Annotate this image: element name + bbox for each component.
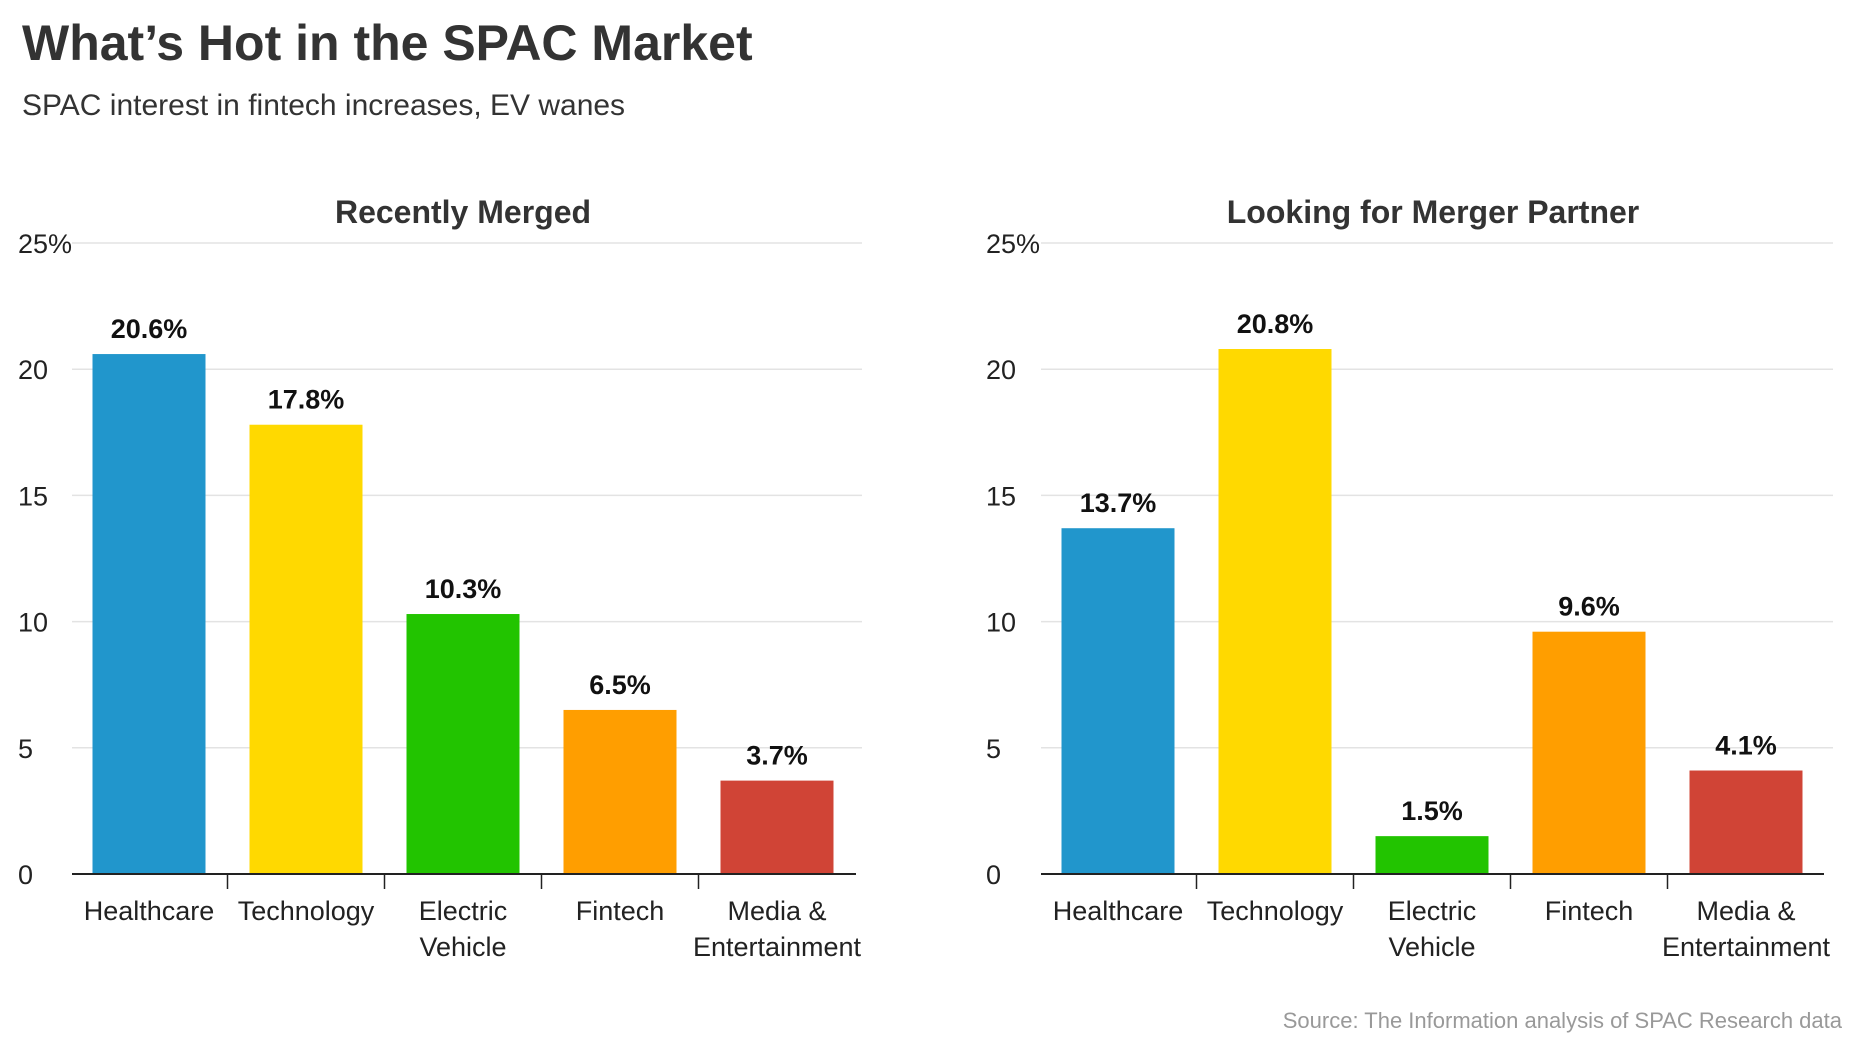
bar [1375, 836, 1489, 874]
category-label-line: Fintech [1545, 896, 1634, 926]
panel-title: Looking for Merger Partner [1227, 194, 1640, 230]
y-tick-label: 5 [18, 734, 33, 764]
panel-1: Recently Merged 0 5 10 15 20 25% 20.6% Healthcar… [18, 194, 862, 962]
category-label: Media & Entertainment [693, 896, 862, 962]
bar [720, 780, 834, 874]
bar [1532, 631, 1646, 874]
category-label-line: Healthcare [84, 896, 215, 926]
data-label: 13.7% [1080, 488, 1157, 518]
category-label: Technology [238, 896, 375, 926]
bar [563, 709, 677, 874]
bar [1061, 528, 1175, 874]
y-tick-label: 10 [18, 608, 48, 638]
category-label-line: Entertainment [1662, 932, 1831, 962]
panel-2: Looking for Merger Partner 0 5 10 15 20 25% 13.… [986, 194, 1833, 962]
bar [1218, 349, 1332, 874]
category-label: Technology [1207, 896, 1344, 926]
data-label: 17.8% [268, 385, 345, 415]
bar [249, 424, 363, 874]
bar [1689, 770, 1803, 874]
category-label-line: Healthcare [1053, 896, 1184, 926]
y-tick-label: 25% [18, 229, 72, 259]
y-tick-label: 20 [986, 355, 1016, 385]
y-tick-label: 0 [18, 860, 33, 890]
category-label-line: Media & [1696, 896, 1795, 926]
bar [92, 354, 206, 874]
y-tick-label: 0 [986, 860, 1001, 890]
y-tick-label: 5 [986, 734, 1001, 764]
category-label: Healthcare [1053, 896, 1184, 926]
data-label: 3.7% [746, 741, 808, 771]
category-label: Fintech [1545, 896, 1634, 926]
y-tick-label: 20 [18, 355, 48, 385]
category-label-line: Technology [1207, 896, 1344, 926]
data-label: 9.6% [1558, 592, 1620, 622]
bar [406, 614, 520, 874]
category-label-line: Electric [419, 896, 508, 926]
data-label: 20.8% [1237, 309, 1314, 339]
y-tick-label: 15 [18, 481, 48, 511]
category-label-line: Vehicle [419, 932, 506, 962]
chart-title: What’s Hot in the SPAC Market [22, 15, 753, 71]
panel-title: Recently Merged [335, 194, 591, 230]
category-label-line: Entertainment [693, 932, 862, 962]
category-label-line: Vehicle [1388, 932, 1475, 962]
data-label: 20.6% [111, 314, 188, 344]
category-label: Healthcare [84, 896, 215, 926]
y-tick-label: 25% [986, 229, 1040, 259]
category-label: Electric Vehicle [419, 896, 508, 962]
category-label: Electric Vehicle [1388, 896, 1477, 962]
category-label-line: Fintech [576, 896, 665, 926]
data-label: 10.3% [425, 574, 502, 604]
y-tick-label: 15 [986, 481, 1016, 511]
y-tick-label: 10 [986, 608, 1016, 638]
chart-subtitle: SPAC interest in fintech increases, EV w… [22, 89, 625, 122]
data-label: 4.1% [1715, 731, 1777, 761]
category-label-line: Technology [238, 896, 375, 926]
data-label: 1.5% [1401, 796, 1463, 826]
source-note: Source: The Information analysis of SPAC… [1283, 1008, 1843, 1033]
category-label: Media & Entertainment [1662, 896, 1831, 962]
category-label-line: Electric [1388, 896, 1477, 926]
category-label-line: Media & [727, 896, 826, 926]
data-label: 6.5% [589, 670, 651, 700]
category-label: Fintech [576, 896, 665, 926]
